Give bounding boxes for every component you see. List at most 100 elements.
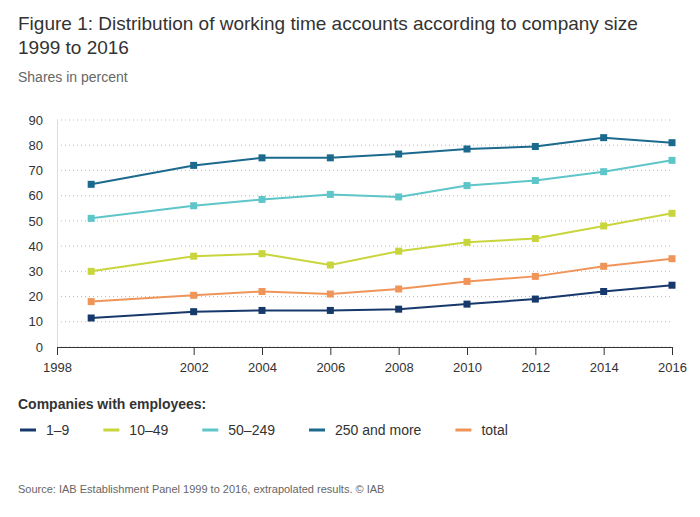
x-tick-mark [262, 347, 263, 355]
legend-entry: 1–9 [20, 422, 70, 438]
y-tick: 0 [36, 340, 57, 355]
title: 1999 to 2016 [18, 37, 129, 58]
source: Source: IAB Establishment Panel 1999 to … [18, 483, 384, 495]
marker [669, 282, 676, 289]
marker [259, 154, 266, 161]
marker [600, 134, 607, 141]
x-tick-mark [399, 347, 400, 355]
marker [88, 314, 95, 321]
marker [395, 306, 402, 313]
marker [600, 222, 607, 229]
x-tick-label: 2002 [180, 360, 209, 375]
marker [532, 143, 539, 150]
y-axis-line [57, 121, 58, 348]
title: Figure 1: Distribution of working time a… [18, 13, 638, 34]
series-group [88, 134, 676, 321]
marker [395, 285, 402, 292]
y-tick-label: 20 [29, 289, 43, 304]
marker [464, 278, 471, 285]
x-tick: 2014 [590, 347, 619, 375]
grid-line [57, 321, 672, 322]
marker [669, 157, 676, 164]
x-tick-mark [535, 347, 536, 355]
x-tick-mark [194, 347, 195, 355]
marker [464, 239, 471, 246]
marker [669, 255, 676, 262]
marker [327, 307, 334, 314]
y-tick: 60 [29, 188, 57, 203]
marker [464, 146, 471, 153]
marker [600, 288, 607, 295]
marker [88, 298, 95, 305]
grid-line [57, 246, 672, 247]
marker [395, 248, 402, 255]
legend-entry: 250 and more [309, 422, 422, 438]
legend-label: 50–249 [228, 422, 275, 438]
x-tick: 2016 [658, 347, 687, 375]
x-tick-label: 2012 [521, 360, 550, 375]
grid-line [57, 220, 672, 221]
x-tick: 2006 [316, 347, 345, 375]
y-tick-label: 0 [36, 340, 43, 355]
y-tick: 90 [29, 113, 57, 128]
grid [57, 120, 672, 347]
marker [600, 263, 607, 270]
marker [190, 202, 197, 209]
marker [532, 177, 539, 184]
x-axis-line [58, 347, 673, 348]
y-tick-label: 50 [29, 214, 43, 229]
marker [532, 273, 539, 280]
y-tick: 30 [29, 264, 57, 279]
y-tick-label: 60 [29, 188, 43, 203]
x-tick-label: 2016 [658, 360, 687, 375]
marker [259, 288, 266, 295]
x-tick-mark [604, 347, 605, 355]
marker [600, 168, 607, 175]
x-tick: 1998 [43, 347, 72, 375]
x-tick-label: 1998 [43, 360, 72, 375]
x-tick-label: 2014 [590, 360, 619, 375]
legend-label: 1–9 [46, 422, 70, 438]
marker [190, 308, 197, 315]
y-axis: 0 10 20 30 40 50 60 70 80 90 [29, 113, 58, 355]
marker [327, 262, 334, 269]
marker [259, 307, 266, 314]
x-tick-label: 2008 [385, 360, 414, 375]
marker [395, 193, 402, 200]
marker [327, 291, 334, 298]
y-tick-label: 90 [29, 113, 43, 128]
grid-line [57, 120, 672, 121]
marker [327, 191, 334, 198]
legend-swatch [455, 429, 471, 432]
marker [259, 250, 266, 257]
legend-entry: 50–249 [202, 422, 275, 438]
marker [532, 235, 539, 242]
y-tick: 80 [29, 138, 57, 153]
marker [669, 139, 676, 146]
marker [190, 253, 197, 260]
y-tick-label: 30 [29, 264, 43, 279]
marker [395, 151, 402, 158]
y-tick: 20 [29, 289, 57, 304]
y-tick: 40 [29, 239, 57, 254]
marker [464, 301, 471, 308]
x-tick-label: 2010 [453, 360, 482, 375]
series [88, 157, 676, 222]
x-tick: 2010 [453, 347, 482, 375]
legend-label: total [481, 422, 507, 438]
x-tick: 2008 [385, 347, 414, 375]
y-tick-label: 80 [29, 138, 43, 153]
y-tick: 70 [29, 163, 57, 178]
subtitle: Shares in percent [18, 69, 128, 85]
y-tick: 10 [29, 314, 57, 329]
x-axis: 199820022004200620082010201220142016 [43, 347, 687, 375]
grid-line [57, 145, 672, 146]
x-tick: 2002 [180, 347, 209, 375]
grid-line [57, 170, 672, 171]
legend-label: 250 and more [335, 422, 422, 438]
y-tick-label: 10 [29, 314, 43, 329]
legend-entry: total [455, 422, 507, 438]
legend-swatch [309, 429, 325, 432]
x-tick-mark [467, 347, 468, 355]
grid-line [57, 296, 672, 297]
